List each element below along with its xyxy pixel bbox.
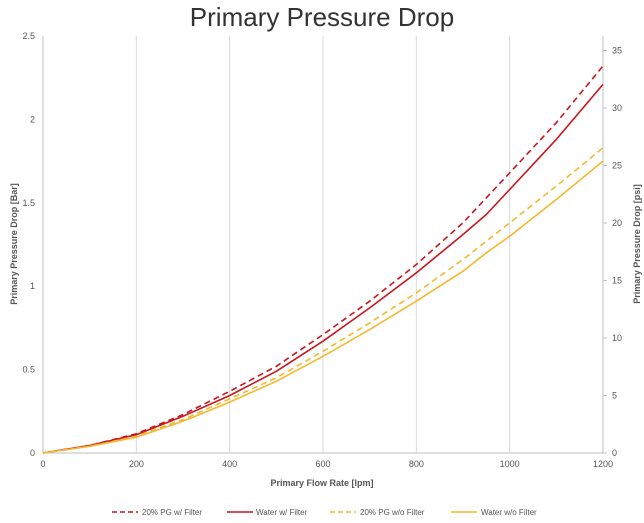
y-tick-label: 0.5 <box>22 365 35 375</box>
y2-tick-label: 0 <box>612 448 617 458</box>
series-line-3 <box>42 160 604 454</box>
y-axis-label: Primary Pressure Drop [Bar] <box>9 183 19 305</box>
legend: 20% PG w/ Filter Water w/ Filter 20% PG … <box>112 508 537 517</box>
y-tick-label: 1.5 <box>22 198 35 208</box>
series-line-2 <box>42 147 604 454</box>
y2-tick-label: 10 <box>612 333 622 343</box>
x-tick-label: 0 <box>40 459 45 469</box>
y-tick-label: 0 <box>30 448 35 458</box>
y-tick-labels: 0 0.5 1 1.5 2 2.5 <box>22 31 35 458</box>
x-axis-label: Primary Flow Rate [lpm] <box>270 478 373 488</box>
data-series <box>42 65 604 454</box>
y2-tick-label: 35 <box>612 45 622 55</box>
x-tick-label: 400 <box>222 459 237 469</box>
y2-tick-label: 15 <box>612 275 622 285</box>
legend-label: Water w/o Filter <box>481 508 537 517</box>
series-line-1 <box>42 83 604 454</box>
legend-item-water-no-filter: Water w/o Filter <box>451 508 537 517</box>
y-tick-label: 1 <box>30 281 35 291</box>
y2-tick-labels: 0 5 10 15 20 25 30 35 <box>603 45 622 458</box>
y2-tick-label: 20 <box>612 218 622 228</box>
x-tick-label: 200 <box>129 459 144 469</box>
chart-title: Primary Pressure Drop <box>189 2 455 32</box>
y2-tick-label: 25 <box>612 160 622 170</box>
y2-axis-label: Primary Pressure Drop [psi] <box>632 184 642 304</box>
legend-item-water-filter: Water w/ Filter <box>227 508 308 517</box>
x-tick-labels: 0 200 400 600 800 1000 1200 <box>40 459 613 469</box>
legend-item-pg-filter: 20% PG w/ Filter <box>112 508 202 517</box>
axes <box>42 36 604 454</box>
legend-label: 20% PG w/ Filter <box>142 508 202 517</box>
series-line-0 <box>42 65 604 454</box>
legend-label: Water w/ Filter <box>256 508 308 517</box>
y-tick-label: 2 <box>30 114 35 124</box>
x-tick-label: 1000 <box>500 459 520 469</box>
legend-label: 20% PG w/o Filter <box>360 508 425 517</box>
x-tick-label: 1200 <box>593 459 613 469</box>
y-tick-label: 2.5 <box>22 31 35 41</box>
y2-tick-label: 30 <box>612 103 622 113</box>
x-tick-label: 600 <box>315 459 330 469</box>
x-tick-label: 800 <box>409 459 424 469</box>
y2-tick-label: 5 <box>612 390 617 400</box>
grid-lines <box>42 36 604 453</box>
legend-item-pg-no-filter: 20% PG w/o Filter <box>330 508 425 517</box>
